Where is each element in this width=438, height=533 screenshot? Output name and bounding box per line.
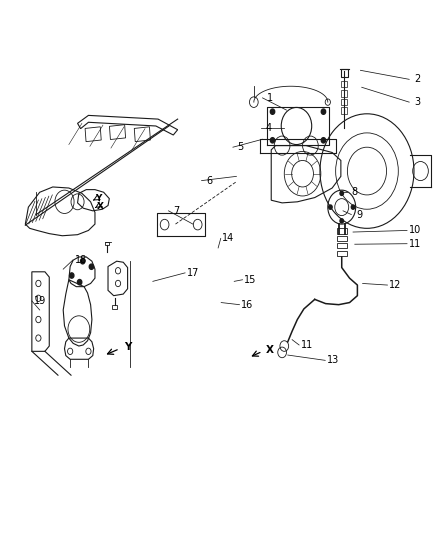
Circle shape [328,205,332,209]
Text: Y: Y [124,342,131,352]
Circle shape [321,109,325,114]
Text: 10: 10 [409,225,421,236]
Bar [105,242,109,245]
Circle shape [270,109,275,114]
Text: 7: 7 [173,206,180,216]
Circle shape [81,259,85,264]
Circle shape [78,279,82,285]
Text: 6: 6 [206,175,212,185]
Text: 17: 17 [187,268,199,278]
Text: 13: 13 [327,356,339,365]
Bar [336,236,347,241]
Circle shape [70,273,74,278]
Text: X: X [97,201,104,211]
Text: 19: 19 [34,296,46,306]
Circle shape [270,138,275,143]
Bar [341,91,347,97]
Bar [341,99,347,106]
Bar [336,243,347,248]
Bar [336,228,347,233]
Circle shape [340,219,343,223]
Text: 4: 4 [266,123,272,133]
Text: 3: 3 [414,97,420,107]
Text: 11: 11 [301,340,313,350]
Circle shape [351,205,355,209]
Bar [85,127,101,142]
Text: 8: 8 [352,187,358,197]
Bar [113,305,117,309]
Text: X: X [266,345,274,356]
Text: Y: Y [95,194,101,203]
Text: 18: 18 [74,255,87,265]
Bar [341,81,347,87]
Text: 2: 2 [414,74,420,84]
Text: 16: 16 [241,300,254,310]
Text: 5: 5 [238,142,244,152]
Circle shape [321,138,325,143]
Bar [110,125,126,140]
Text: 9: 9 [356,209,362,220]
Text: 11: 11 [409,239,421,249]
Bar [341,108,347,114]
Bar [336,251,347,256]
Circle shape [89,264,94,269]
Text: 14: 14 [223,233,235,244]
Bar [134,127,150,142]
Text: 15: 15 [244,274,257,285]
Text: 1: 1 [267,93,273,103]
Text: 12: 12 [389,280,402,290]
Bar [341,69,348,77]
Circle shape [340,191,343,196]
